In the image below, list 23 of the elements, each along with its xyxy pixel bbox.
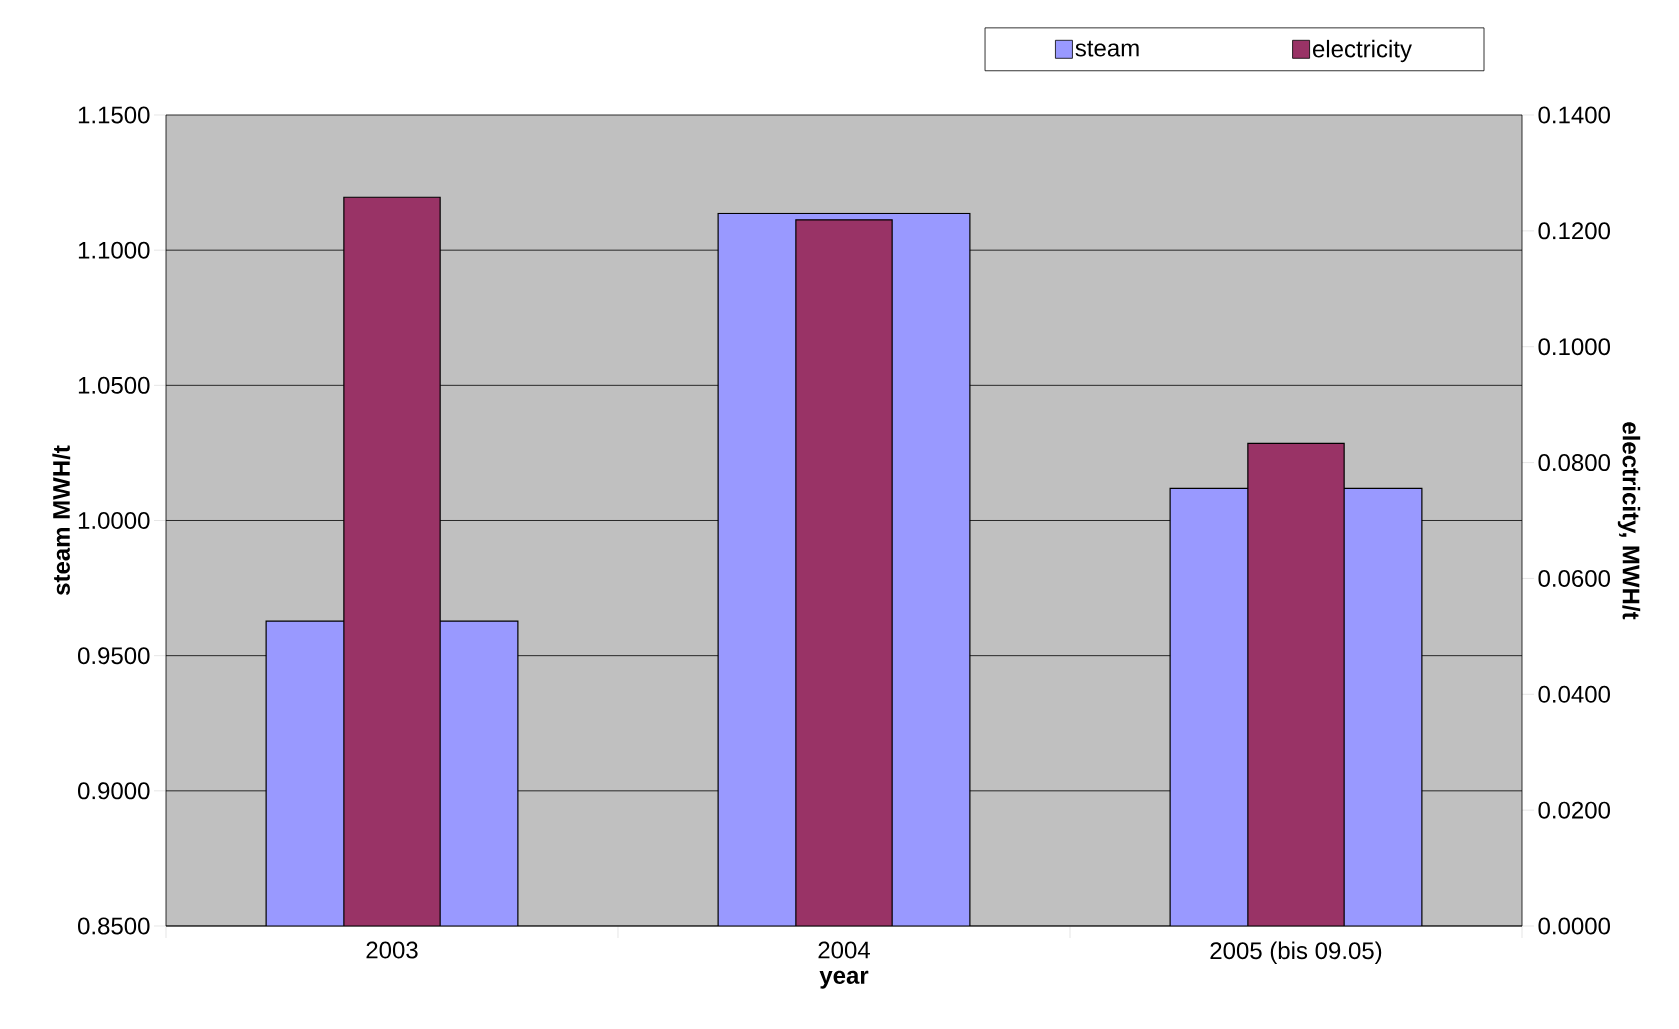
y-tick-label: 1.1000 xyxy=(78,241,150,259)
y-tick-label: 1.0000 xyxy=(78,512,150,529)
y2-tick-label: 0.1400 xyxy=(1538,106,1610,124)
y-tick-label: 1.0500 xyxy=(78,376,150,394)
y2-tick-label: 0.0000 xyxy=(1538,917,1610,935)
y2-tick-label: 0.0200 xyxy=(1538,801,1610,819)
y2-tick-label: 0.0800 xyxy=(1538,454,1610,472)
x-axis-title: year xyxy=(819,970,869,989)
x-tick-label: 2004 xyxy=(818,941,870,959)
x-tick-label: 2005 (bis 09.05) xyxy=(1210,941,1382,964)
y2-tick-label: 0.0400 xyxy=(1538,685,1610,703)
y2-tick-label: 0.1000 xyxy=(1538,338,1610,356)
y-tick-label: 1.1500 xyxy=(78,106,150,124)
legend-label: steam xyxy=(1075,40,1139,57)
y-tick-label: 0.9000 xyxy=(78,782,150,800)
x-tick-label: 2003 xyxy=(366,941,418,959)
y2-tick-label: 0.1200 xyxy=(1538,222,1610,240)
y-axis-title: steam MWH/t xyxy=(52,445,71,595)
y2-tick-label: 0.0600 xyxy=(1538,569,1610,587)
y2-axis-title: electricity, MWH/t xyxy=(1617,422,1641,620)
y-tick-label: 0.9500 xyxy=(78,647,150,665)
y-tick-label: 0.8500 xyxy=(78,917,150,935)
legend-label: electricity xyxy=(1313,39,1412,63)
